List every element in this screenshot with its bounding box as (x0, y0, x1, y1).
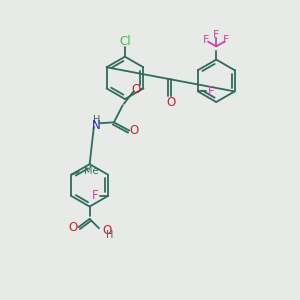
Text: Me: Me (84, 166, 98, 176)
Text: N: N (92, 119, 100, 132)
Text: F: F (208, 85, 214, 98)
Text: O: O (130, 124, 139, 137)
Text: O: O (131, 83, 140, 96)
Text: F: F (92, 189, 98, 203)
Text: F: F (224, 35, 230, 46)
Text: Cl: Cl (119, 35, 131, 48)
Text: O: O (103, 224, 112, 237)
Text: O: O (68, 220, 78, 234)
Text: F: F (203, 35, 209, 46)
Text: O: O (166, 95, 175, 109)
Text: F: F (213, 30, 219, 40)
Text: H: H (106, 230, 113, 240)
Text: H: H (92, 115, 100, 125)
